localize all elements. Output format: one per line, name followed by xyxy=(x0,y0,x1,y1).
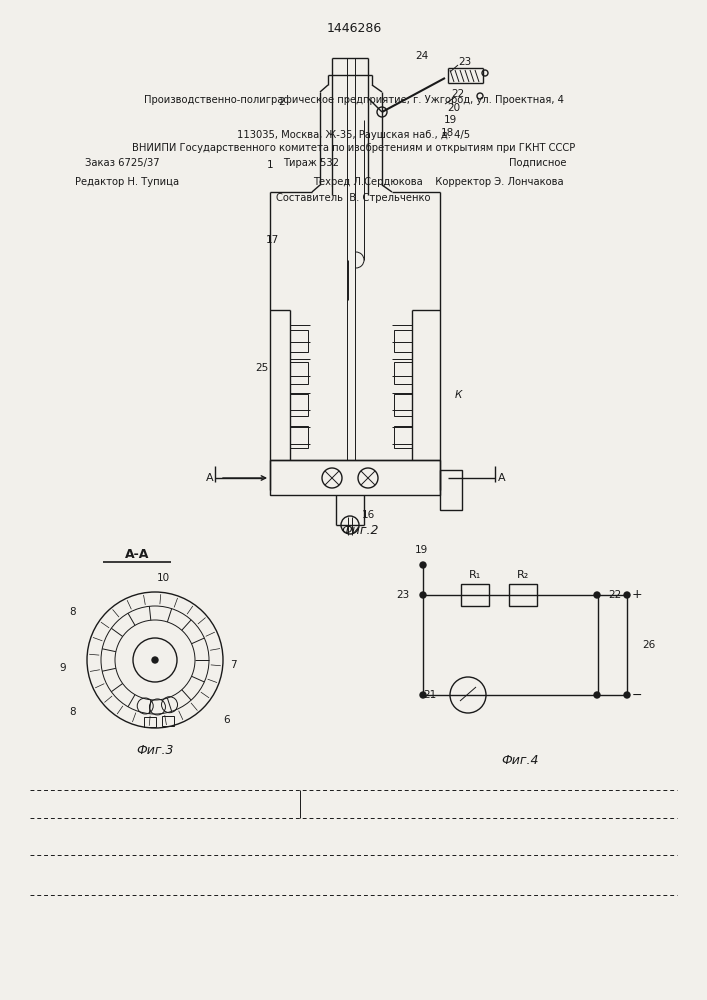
Text: R₂: R₂ xyxy=(517,570,529,580)
Text: R₁: R₁ xyxy=(469,570,481,580)
Bar xyxy=(290,362,308,384)
Bar xyxy=(423,595,598,695)
Text: 23: 23 xyxy=(397,590,409,600)
Text: 22: 22 xyxy=(451,89,464,99)
Text: 10: 10 xyxy=(156,573,170,583)
Bar xyxy=(461,584,489,606)
Text: 26: 26 xyxy=(643,640,655,650)
Circle shape xyxy=(420,562,426,568)
Circle shape xyxy=(420,592,426,598)
Bar xyxy=(509,584,537,606)
Text: 1446286: 1446286 xyxy=(327,21,382,34)
Bar xyxy=(290,330,308,352)
Text: 1: 1 xyxy=(267,160,274,170)
Text: 22: 22 xyxy=(609,590,621,600)
Text: −: − xyxy=(632,688,642,702)
Text: 2: 2 xyxy=(279,97,286,107)
Bar xyxy=(144,717,156,727)
Text: А-А: А-А xyxy=(125,548,149,562)
Text: 113035, Москва, Ж-35, Раушская наб., д. 4/5: 113035, Москва, Ж-35, Раушская наб., д. … xyxy=(237,130,470,140)
Bar xyxy=(270,460,440,495)
Text: 24: 24 xyxy=(416,51,428,61)
Bar xyxy=(290,394,308,416)
Text: 19: 19 xyxy=(414,545,428,555)
Circle shape xyxy=(624,692,630,698)
Text: 9: 9 xyxy=(59,663,66,673)
Text: 21: 21 xyxy=(423,690,437,700)
Text: Фиг.3: Фиг.3 xyxy=(136,744,174,756)
Text: Техред Л.Сердюкова    Корректор Э. Лончакова: Техред Л.Сердюкова Корректор Э. Лончаков… xyxy=(313,177,563,187)
Bar xyxy=(162,716,174,726)
Text: 25: 25 xyxy=(255,363,269,373)
Text: К: К xyxy=(455,390,462,400)
Bar xyxy=(394,330,412,352)
Text: +: + xyxy=(631,588,643,601)
Circle shape xyxy=(624,592,630,598)
Text: 18: 18 xyxy=(440,128,454,138)
Text: А: А xyxy=(498,473,506,483)
Circle shape xyxy=(420,692,426,698)
Bar xyxy=(394,362,412,384)
Circle shape xyxy=(594,692,600,698)
Text: А: А xyxy=(206,473,214,483)
Text: 17: 17 xyxy=(265,235,279,245)
Text: Составитель  В. Стрельченко: Составитель В. Стрельченко xyxy=(276,193,431,203)
Bar xyxy=(290,426,308,448)
Text: 23: 23 xyxy=(458,57,472,67)
Text: 19: 19 xyxy=(443,115,457,125)
Text: 8: 8 xyxy=(70,707,76,717)
Text: Фиг.4: Фиг.4 xyxy=(501,754,539,766)
Text: 20: 20 xyxy=(448,103,460,113)
Text: Заказ 6725/37: Заказ 6725/37 xyxy=(85,158,160,168)
Text: Фиг.2: Фиг.2 xyxy=(341,524,379,536)
Bar xyxy=(394,394,412,416)
Bar xyxy=(440,470,462,510)
Text: 7: 7 xyxy=(230,660,236,670)
Circle shape xyxy=(594,592,600,598)
Text: 6: 6 xyxy=(223,715,230,725)
Text: Подписное: Подписное xyxy=(509,158,566,168)
Text: Редактор Н. Тупица: Редактор Н. Тупица xyxy=(75,177,180,187)
Text: 8: 8 xyxy=(70,607,76,617)
Text: 16: 16 xyxy=(361,510,375,520)
Text: ВНИИПИ Государственного комитета по изобретениям и открытиям при ГКНТ СССР: ВНИИПИ Государственного комитета по изоб… xyxy=(132,143,575,153)
Bar xyxy=(394,426,412,448)
Text: Производственно-полиграфическое предприятие, г. Ужгород, ул. Проектная, 4: Производственно-полиграфическое предприя… xyxy=(144,95,563,105)
Circle shape xyxy=(152,657,158,663)
Text: Тираж 532: Тираж 532 xyxy=(283,158,339,168)
